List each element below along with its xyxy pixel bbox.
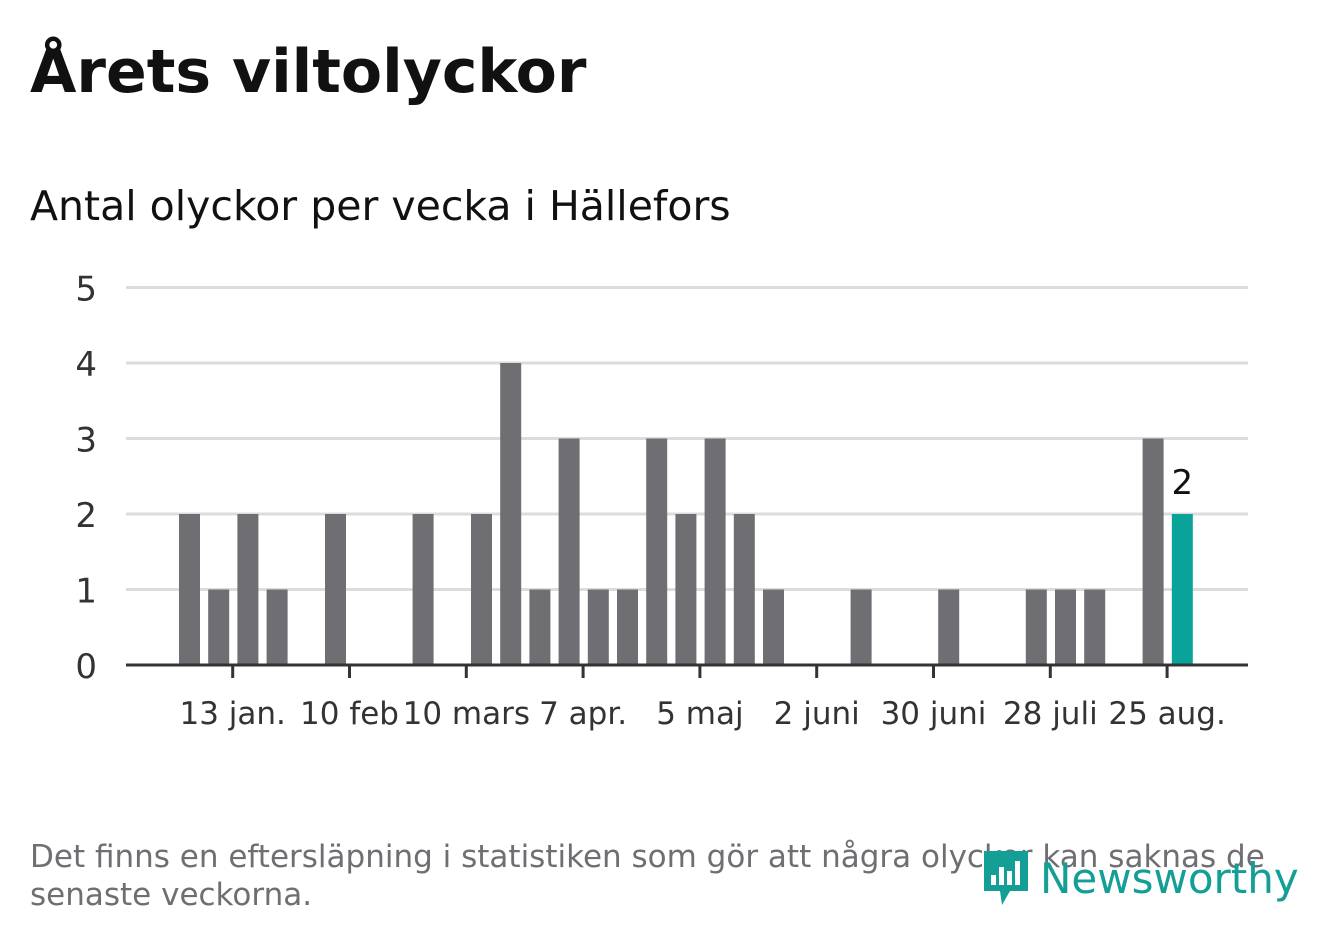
x-tick-label: 13 jan.	[179, 696, 285, 732]
data-label: 2	[1171, 463, 1193, 503]
bar	[1055, 589, 1076, 665]
bar	[1084, 589, 1106, 665]
newsworthy-logo: Newsworthy	[980, 845, 1299, 911]
bar	[179, 514, 200, 665]
bar	[850, 589, 872, 665]
bar	[646, 438, 668, 665]
y-tick-label: 1	[75, 572, 97, 612]
x-tick-label: 28 juli	[1003, 696, 1098, 732]
x-tick-label: 2 juni	[774, 696, 860, 732]
y-tick-label: 0	[75, 647, 97, 687]
bar	[266, 589, 288, 665]
bar	[1025, 589, 1047, 665]
bar	[471, 514, 492, 665]
x-tick-label: 7 apr.	[539, 696, 627, 732]
bar	[412, 514, 434, 665]
bar	[617, 589, 638, 665]
x-tick-label: 10 feb	[300, 696, 399, 732]
x-tick-label: 10 mars	[403, 696, 530, 732]
bar	[587, 589, 609, 665]
y-tick-label: 3	[75, 421, 97, 461]
footnote: Det finns en eftersläpning i statistiken…	[30, 839, 1265, 913]
bar	[675, 514, 697, 665]
bar	[208, 589, 230, 665]
bar	[733, 514, 755, 665]
bar-chart: 0 1 2 3 4 5 2 13 jan. 10 feb 10 mars 7 apr. 5 maj 2 …	[75, 270, 1248, 732]
x-tick-label: 25 aug.	[1108, 696, 1225, 732]
y-tick-label: 2	[75, 496, 97, 536]
y-tick-label: 5	[75, 270, 97, 310]
x-tick-label: 30 juni	[881, 696, 987, 732]
bar-highlight	[1171, 514, 1193, 665]
bar	[938, 589, 960, 665]
brand-name: Newsworthy	[1040, 853, 1299, 903]
chart-subtitle: Antal olyckor per vecka i Hällefors	[30, 182, 731, 230]
bar	[237, 514, 259, 665]
page-title: Årets viltolyckor	[30, 37, 587, 107]
bar	[529, 589, 551, 665]
bar	[704, 438, 726, 665]
y-tick-label: 4	[75, 345, 97, 385]
bar	[1142, 438, 1164, 665]
bar	[763, 589, 784, 665]
bar	[500, 363, 522, 665]
x-tick-label: 5 maj	[656, 696, 743, 732]
bar	[325, 514, 346, 665]
bar	[558, 438, 580, 665]
bar-chart-speech-bubble-icon	[984, 851, 1028, 905]
